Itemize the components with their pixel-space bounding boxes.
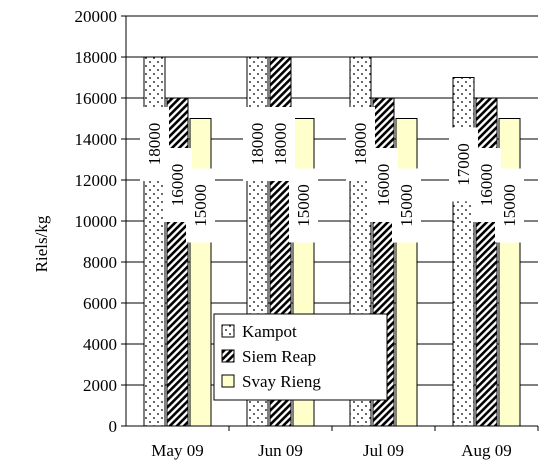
legend — [213, 313, 388, 401]
y-axis-label: Riels/kg — [32, 215, 51, 272]
bar — [475, 97, 498, 427]
data-label-box — [392, 168, 421, 243]
y-tick-label: 0 — [109, 417, 118, 436]
y-tick-label: 16000 — [75, 89, 118, 108]
data-label: 17000 — [454, 143, 473, 186]
data-label: 16000 — [477, 164, 496, 207]
data-label: 16000 — [374, 164, 393, 207]
legend-label: Kampot — [242, 322, 297, 341]
y-tick-label: 18000 — [75, 48, 118, 67]
y-tick-label: 6000 — [83, 294, 117, 313]
y-tick-label: 12000 — [75, 171, 118, 190]
x-tick-label: Aug 09 — [461, 441, 512, 460]
data-label-box — [289, 168, 318, 243]
legend-label: Svay Rieng — [242, 372, 321, 391]
bar — [395, 118, 418, 427]
y-tick-label: 14000 — [75, 130, 118, 149]
data-label: 15000 — [294, 184, 313, 227]
data-label: 18000 — [248, 123, 267, 166]
plot-area: 0200040006000800010000120001400016000180… — [75, 7, 539, 460]
legend-swatch — [221, 324, 235, 338]
y-tick-label: 8000 — [83, 253, 117, 272]
x-tick-label: Jun 09 — [258, 441, 303, 460]
bar — [189, 118, 212, 427]
x-tick-label: Jul 09 — [363, 441, 404, 460]
data-label-box — [186, 168, 215, 243]
data-label: 15000 — [397, 184, 416, 227]
data-label-box — [495, 168, 524, 243]
bar — [498, 118, 521, 427]
data-label: 15000 — [500, 184, 519, 227]
x-tick-label: May 09 — [151, 441, 203, 460]
data-label: 18000 — [145, 123, 164, 166]
data-label: 18000 — [271, 123, 290, 166]
legend-swatch — [221, 349, 235, 363]
data-label: 16000 — [168, 164, 187, 207]
y-tick-label: 4000 — [83, 335, 117, 354]
legend-swatch — [221, 374, 235, 388]
data-label: 18000 — [351, 123, 370, 166]
legend-label: Siem Reap — [242, 347, 316, 366]
y-tick-label: 20000 — [75, 7, 118, 26]
y-tick-label: 10000 — [75, 212, 118, 231]
bar — [166, 97, 189, 427]
data-label: 15000 — [191, 184, 210, 227]
y-tick-label: 2000 — [83, 376, 117, 395]
